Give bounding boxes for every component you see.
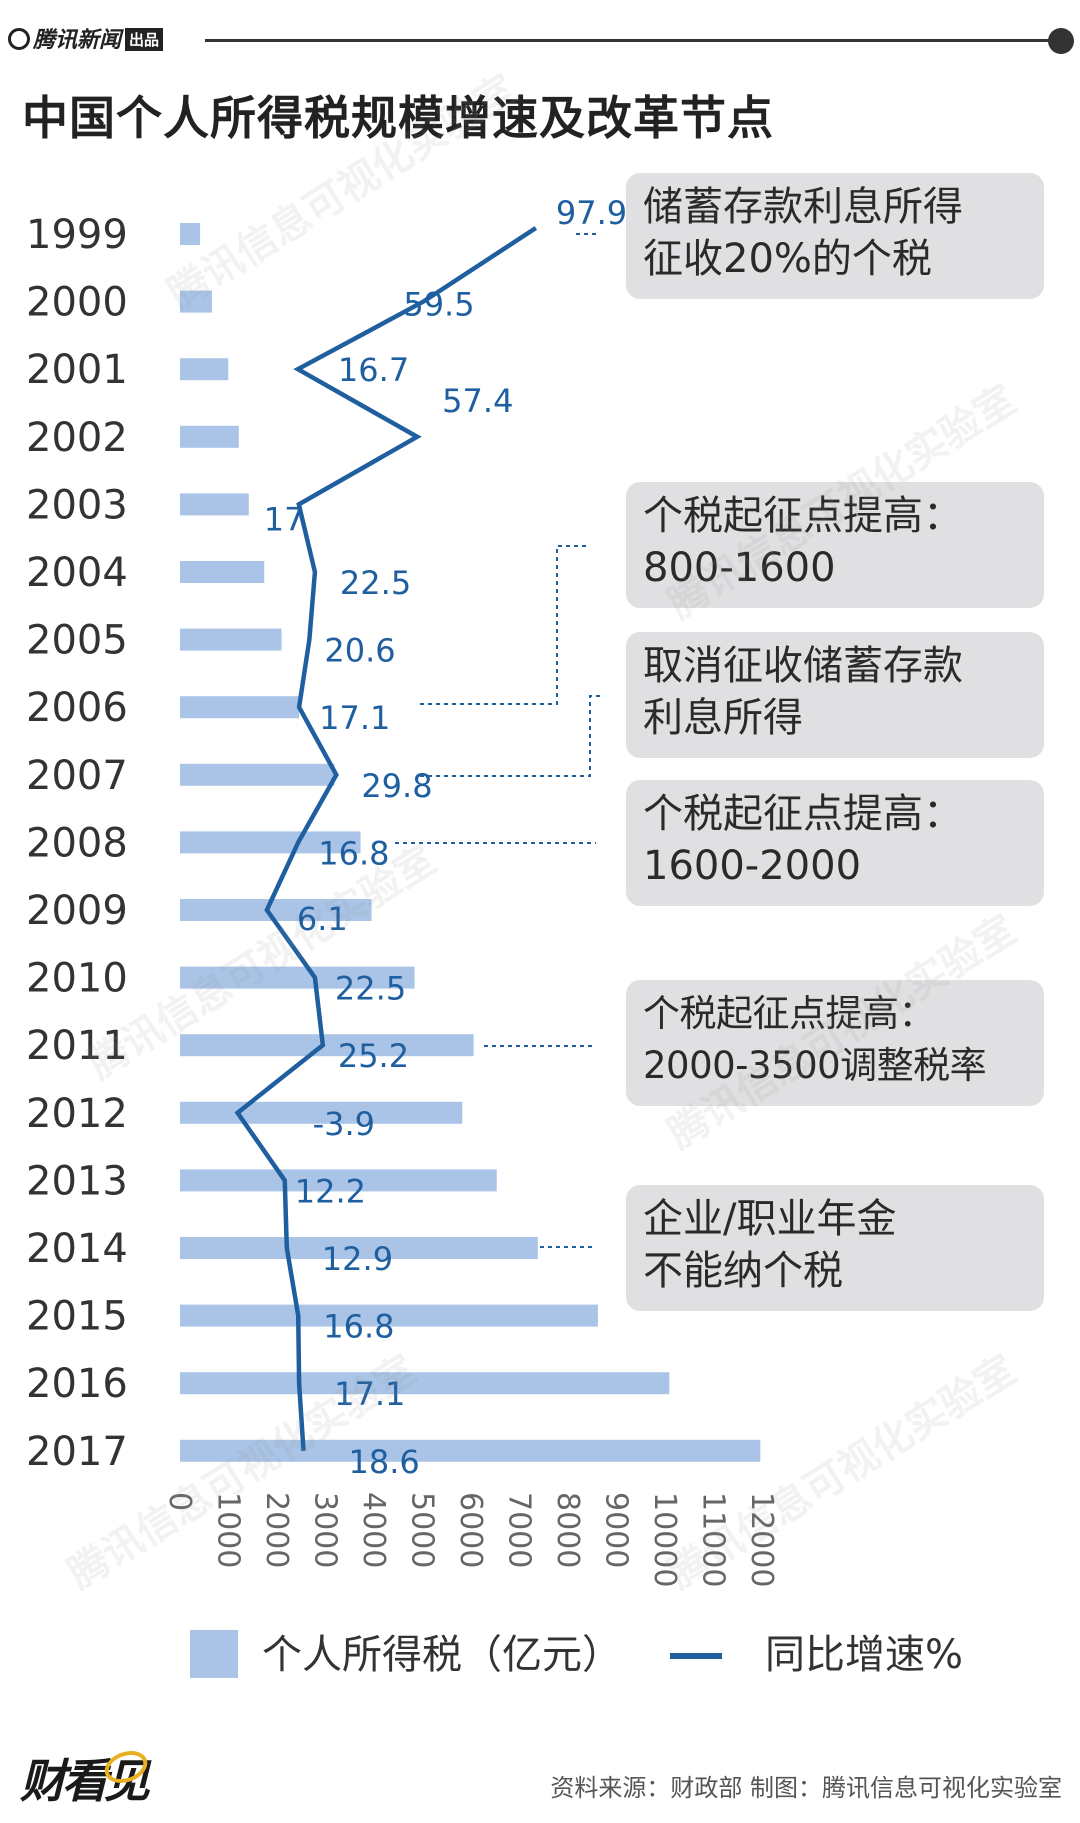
growth-label: 57.4	[442, 382, 513, 420]
growth-label: 16.8	[323, 1308, 394, 1346]
growth-label: 6.1	[297, 900, 348, 938]
x-tick-label: 6000	[453, 1492, 488, 1568]
annotation-connector	[420, 695, 600, 777]
growth-label: 25.2	[338, 1037, 409, 1075]
x-tick-label: 1000	[211, 1492, 246, 1568]
annotation-callout: 取消征收储蓄存款 利息所得	[626, 632, 1044, 758]
top-bar: 腾讯新闻 出品	[0, 0, 1080, 80]
growth-label: 16.7	[338, 351, 409, 389]
footer-logo: 财看见	[20, 1754, 150, 1808]
tax-bar	[180, 223, 201, 245]
annotation-callout: 企业/职业年金 不能纳个税	[626, 1185, 1044, 1311]
growth-label: 17.1	[319, 699, 390, 737]
growth-label: 17	[264, 500, 305, 538]
tax-bar	[180, 1034, 474, 1057]
year-label: 2004	[26, 550, 128, 596]
tax-bar	[180, 493, 249, 516]
annotation-connector	[420, 545, 590, 705]
growth-label: -3.9	[313, 1105, 375, 1143]
tax-bar	[180, 561, 265, 583]
tax-bar	[180, 628, 282, 651]
x-tick-label: 2000	[259, 1492, 294, 1568]
year-label: 2006	[26, 685, 128, 731]
growth-label: 22.5	[335, 970, 406, 1008]
chart: 1999 2000 2001 2002 2003 2004 2005 2006 2007 2008…	[26, 194, 779, 1587]
year-label: 2009	[26, 888, 128, 934]
tax-bar	[180, 1304, 598, 1327]
growth-label: 12.2	[295, 1172, 366, 1210]
x-tick-label: 3000	[308, 1492, 343, 1568]
year-label: 2013	[26, 1158, 128, 1204]
tax-bar	[180, 1439, 761, 1462]
x-tick-label: 12000	[744, 1492, 779, 1587]
x-tick-label: 0	[162, 1492, 197, 1511]
tax-bar	[180, 1237, 538, 1259]
x-tick-label: 7000	[502, 1492, 537, 1568]
header-rule-dot	[1048, 28, 1074, 54]
growth-label: 20.6	[324, 632, 395, 670]
tax-bar	[180, 358, 229, 381]
growth-label: 97.9	[556, 194, 627, 232]
x-tick-label: 8000	[550, 1492, 585, 1568]
year-label: 2012	[26, 1091, 128, 1137]
tax-bar	[180, 1169, 497, 1192]
tax-bar	[180, 1372, 670, 1395]
growth-label: 59.5	[403, 286, 474, 324]
growth-label: 18.6	[348, 1443, 419, 1481]
brand-name: 腾讯新闻	[33, 28, 122, 53]
tax-bar	[180, 425, 239, 448]
x-tick-label: 10000	[647, 1492, 682, 1587]
year-label: 2001	[26, 347, 128, 393]
year-label: 2014	[26, 1226, 128, 1272]
page-title: 中国个人所得税规模增速及改革节点	[22, 91, 774, 145]
year-label: 2017	[26, 1429, 128, 1475]
annotation-callout: 个税起征点提高： 1600-2000	[626, 780, 1044, 906]
x-tick-label: 5000	[405, 1492, 440, 1568]
legend-line-label: 同比增速%	[765, 1632, 964, 1678]
tax-bar	[180, 290, 213, 313]
annotation-callout: 个税起征点提高： 2000-3500调整税率	[626, 980, 1044, 1106]
year-label: 2011	[26, 1023, 128, 1069]
tax-bar	[180, 966, 415, 989]
year-label: 2003	[26, 482, 128, 528]
tax-bar	[180, 696, 300, 719]
growth-label: 29.8	[361, 767, 432, 805]
growth-label: 16.8	[318, 834, 389, 872]
tax-bar	[180, 831, 361, 854]
year-label: 2010	[26, 956, 128, 1002]
annotation-callout: 个税起征点提高： 800-1600	[626, 482, 1044, 608]
year-label: 1999	[26, 212, 128, 258]
brand-badge: 出品	[125, 28, 164, 51]
tax-bar	[180, 899, 372, 921]
legend-line-swatch	[670, 1653, 722, 1659]
legend-bar-label: 个人所得税（亿元）	[262, 1632, 622, 1678]
year-label: 2008	[26, 820, 128, 866]
annotation-callout: 储蓄存款利息所得 征收20%的个税	[626, 173, 1044, 299]
growth-label: 17.1	[334, 1375, 405, 1413]
year-label: 2000	[26, 280, 128, 326]
year-label: 2007	[26, 753, 128, 799]
tax-bar	[180, 1101, 463, 1124]
growth-label: 22.5	[340, 564, 411, 602]
source-note: 资料来源：财政部 制图：腾讯信息可视化实验室	[550, 1774, 1062, 1802]
year-label: 2002	[26, 415, 128, 461]
growth-line	[234, 226, 538, 1451]
year-label: 2005	[26, 618, 128, 664]
brand-circle-icon	[8, 28, 30, 50]
x-tick-label: 11000	[696, 1492, 731, 1587]
year-label: 2016	[26, 1361, 128, 1407]
legend-bar-swatch	[190, 1630, 238, 1678]
tax-bar	[180, 763, 335, 786]
header-rule	[205, 39, 1060, 42]
x-tick-label: 9000	[599, 1492, 634, 1568]
brand-logo: 腾讯新闻 出品	[8, 22, 164, 54]
x-tick-label: 4000	[356, 1492, 391, 1568]
growth-label: 12.9	[322, 1240, 393, 1278]
year-label: 2015	[26, 1294, 128, 1340]
